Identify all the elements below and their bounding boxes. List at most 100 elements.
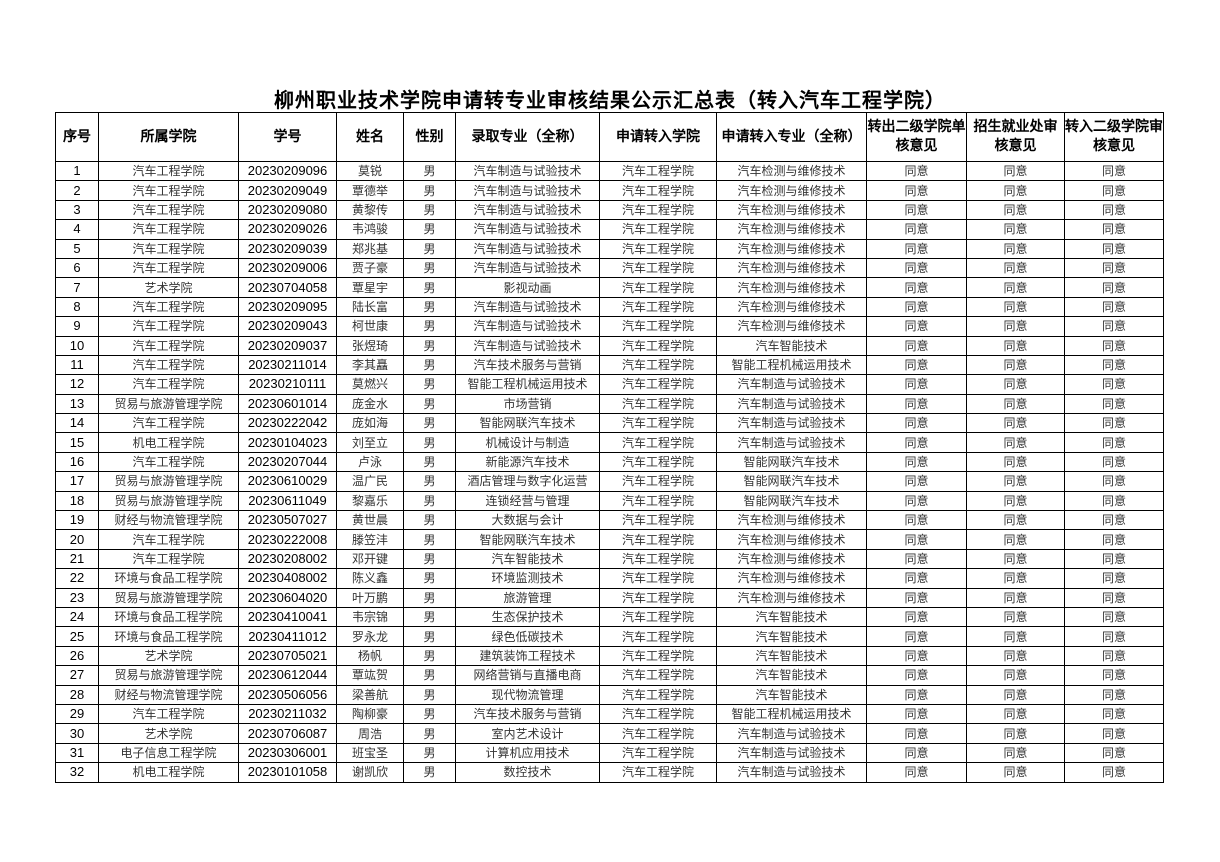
cell-admitted-major: 汽车制造与试验技术: [455, 316, 600, 337]
cell-admitted-major: 现代物流管理: [455, 684, 600, 705]
cell-incoming-college-opinion: 同意: [1064, 471, 1164, 492]
table-row: 22 环境与食品工程学院 20230408002 陈义鑫男环境监测技术 汽车工程学院 汽车…: [55, 568, 1164, 589]
cell-student-id: 20230208002: [238, 548, 337, 570]
cell-student-id: 20230209037: [238, 335, 337, 356]
cell-admissions-office-opinion: 同意: [966, 432, 1065, 453]
cell-origin-college: 汽车工程学院: [98, 296, 239, 318]
cell-student-id: 20230222042: [238, 413, 337, 434]
cell-incoming-college-opinion: 同意: [1064, 723, 1164, 744]
cell-gender: 男: [403, 587, 456, 608]
cell-row-number: 29: [55, 703, 99, 725]
table-row: 14 汽车工程学院 20230222042 庞如海男智能网联汽车技术 汽车工程学院 汽车制…: [55, 413, 1164, 434]
cell-student-id: 20230411012: [238, 626, 337, 647]
cell-student-name: 陆长富: [336, 296, 404, 318]
header-origin-college: 所属学院: [98, 112, 239, 162]
cell-origin-college: 汽车工程学院: [98, 548, 239, 570]
cell-outgoing-college-opinion: 同意: [866, 160, 967, 182]
cell-gender: 男: [403, 762, 456, 783]
cell-target-college: 汽车工程学院: [599, 529, 717, 550]
cell-admitted-major: 汽车制造与试验技术: [455, 199, 600, 221]
cell-target-college: 汽车工程学院: [599, 199, 717, 221]
cell-target-major: 汽车制造与试验技术: [716, 393, 867, 415]
cell-admitted-major: 汽车智能技术: [455, 548, 600, 570]
cell-gender: 男: [403, 335, 456, 356]
cell-admissions-office-opinion: 同意: [966, 296, 1065, 318]
cell-student-id: 20230611049: [238, 490, 337, 512]
transfer-results-table: 序号 所属学院 学号 姓名 性别 录取专业（全称） 申请转入学院 申请转入专业（全称） 转出二级…: [55, 112, 1164, 783]
cell-incoming-college-opinion: 同意: [1064, 568, 1164, 589]
cell-gender: 男: [403, 238, 456, 259]
cell-student-id: 20230222008: [238, 529, 337, 550]
cell-target-major: 汽车智能技术: [716, 645, 867, 667]
cell-outgoing-college-opinion: 同意: [866, 742, 967, 764]
cell-student-name: 李其矗: [336, 354, 404, 376]
table-row: 32 机电工程学院 20230101058 谢凯欣男数控技术 汽车工程学院 汽车制造与试验…: [55, 762, 1164, 783]
cell-origin-college: 环境与食品工程学院: [98, 568, 239, 589]
cell-gender: 男: [403, 548, 456, 570]
cell-gender: 男: [403, 199, 456, 221]
cell-target-college: 汽车工程学院: [599, 587, 717, 608]
cell-admitted-major: 影视动画: [455, 277, 600, 298]
cell-origin-college: 机电工程学院: [98, 432, 239, 453]
cell-student-name: 莫燃兴: [336, 374, 404, 395]
cell-student-id: 20230704058: [238, 277, 337, 298]
cell-target-college: 汽车工程学院: [599, 219, 717, 240]
header-row-number: 序号: [55, 112, 99, 162]
header-outgoing-college-opinion: 转出二级学院单核意见: [866, 112, 967, 162]
cell-row-number: 4: [55, 219, 99, 240]
cell-outgoing-college-opinion: 同意: [866, 393, 967, 415]
table-row: 26 艺术学院 20230705021 杨帆男建筑装饰工程技术 汽车工程学院 汽车智能技术…: [55, 645, 1164, 667]
cell-origin-college: 艺术学院: [98, 645, 239, 667]
cell-row-number: 2: [55, 180, 99, 201]
cell-incoming-college-opinion: 同意: [1064, 160, 1164, 182]
header-student-name: 姓名: [336, 112, 404, 162]
table-row: 13 贸易与旅游管理学院 20230601014 庞金水男市场营销 汽车工程学院 汽车制造…: [55, 393, 1164, 415]
cell-row-number: 11: [55, 354, 99, 376]
table-row: 28 财经与物流管理学院 20230506056 梁善航男现代物流管理 汽车工程学院 汽车…: [55, 684, 1164, 705]
cell-student-name: 班宝圣: [336, 742, 404, 764]
cell-origin-college: 贸易与旅游管理学院: [98, 665, 239, 686]
cell-gender: 男: [403, 257, 456, 279]
cell-student-id: 20230209043: [238, 316, 337, 337]
cell-target-major: 智能网联汽车技术: [716, 451, 867, 473]
cell-target-college: 汽车工程学院: [599, 374, 717, 395]
cell-row-number: 13: [55, 393, 99, 415]
table-row: 17 贸易与旅游管理学院 20230610029 温广民男酒店管理与数字化运营 汽车工程…: [55, 471, 1164, 492]
cell-student-name: 卢泳: [336, 451, 404, 473]
cell-gender: 男: [403, 354, 456, 376]
cell-incoming-college-opinion: 同意: [1064, 374, 1164, 395]
cell-admitted-major: 酒店管理与数字化运营: [455, 471, 600, 492]
cell-student-name: 覃德举: [336, 180, 404, 201]
cell-target-major: 汽车智能技术: [716, 606, 867, 628]
cell-admissions-office-opinion: 同意: [966, 723, 1065, 744]
cell-incoming-college-opinion: 同意: [1064, 742, 1164, 764]
cell-admitted-major: 汽车制造与试验技术: [455, 219, 600, 240]
cell-incoming-college-opinion: 同意: [1064, 762, 1164, 783]
cell-admitted-major: 新能源汽车技术: [455, 451, 600, 473]
cell-origin-college: 汽车工程学院: [98, 335, 239, 356]
cell-origin-college: 汽车工程学院: [98, 451, 239, 473]
cell-outgoing-college-opinion: 同意: [866, 548, 967, 570]
cell-outgoing-college-opinion: 同意: [866, 510, 967, 531]
cell-admissions-office-opinion: 同意: [966, 354, 1065, 376]
table-row: 6 汽车工程学院 20230209006 贾子豪男汽车制造与试验技术 汽车工程学院 汽车检…: [55, 257, 1164, 279]
cell-target-major: 汽车检测与维修技术: [716, 548, 867, 570]
cell-student-id: 20230209006: [238, 257, 337, 279]
table-row: 11 汽车工程学院 20230211014 李其矗男汽车技术服务与营销 汽车工程学院 智能…: [55, 354, 1164, 376]
cell-target-major: 汽车检测与维修技术: [716, 257, 867, 279]
cell-gender: 男: [403, 510, 456, 531]
header-target-college: 申请转入学院: [599, 112, 717, 162]
cell-gender: 男: [403, 684, 456, 705]
cell-student-id: 20230104023: [238, 432, 337, 453]
cell-gender: 男: [403, 180, 456, 201]
cell-target-college: 汽车工程学院: [599, 510, 717, 531]
cell-admitted-major: 环境监测技术: [455, 568, 600, 589]
cell-admissions-office-opinion: 同意: [966, 510, 1065, 531]
cell-origin-college: 汽车工程学院: [98, 199, 239, 221]
cell-admitted-major: 网络营销与直播电商: [455, 665, 600, 686]
cell-admitted-major: 汽车制造与试验技术: [455, 180, 600, 201]
table-row: 27 贸易与旅游管理学院 20230612044 覃竑贺男网络营销与直播电商 汽车工程学…: [55, 665, 1164, 686]
cell-origin-college: 艺术学院: [98, 277, 239, 298]
cell-student-id: 20230507027: [238, 510, 337, 531]
cell-target-major: 汽车制造与试验技术: [716, 374, 867, 395]
